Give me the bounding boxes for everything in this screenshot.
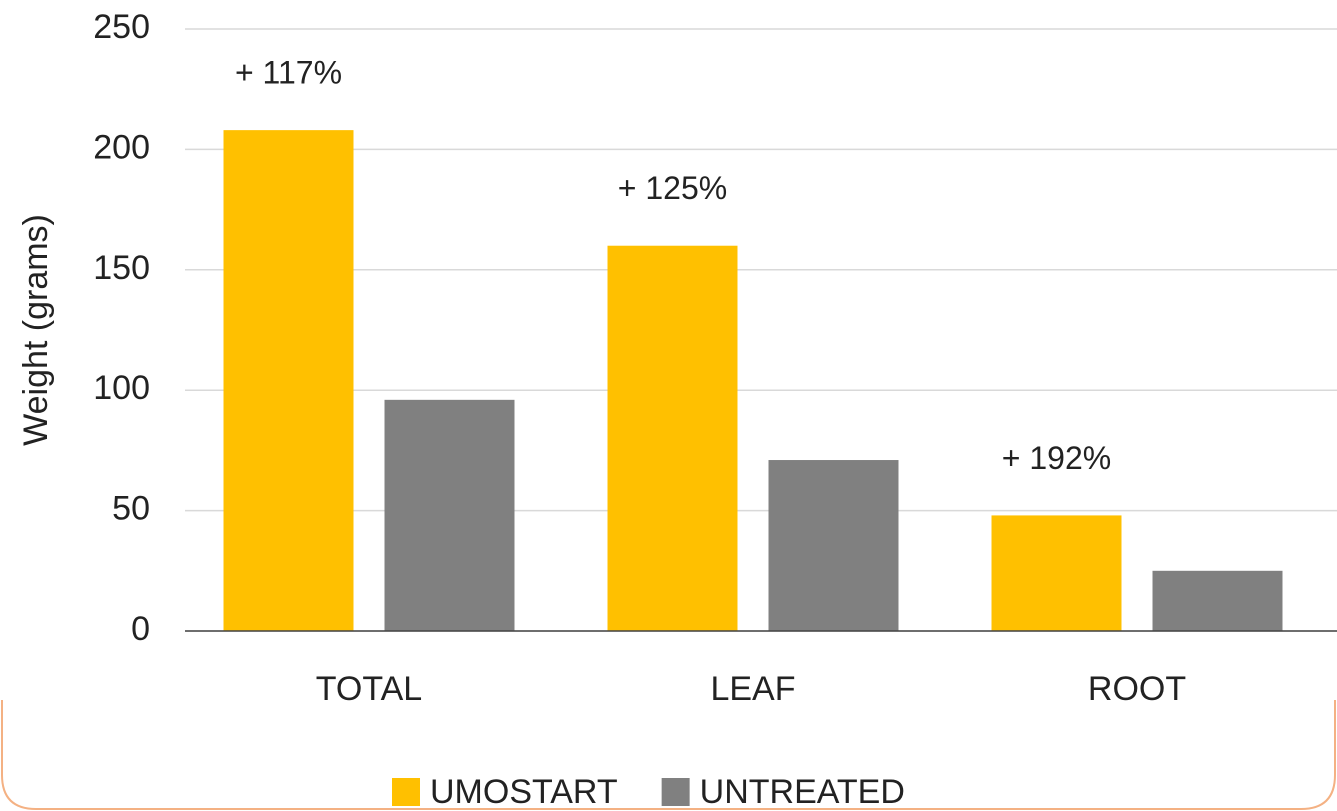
legend-swatch	[661, 778, 690, 806]
annotation: + 117%	[235, 55, 342, 91]
frame	[1, 700, 1336, 810]
bar	[1152, 570, 1283, 631]
annotation: + 192%	[1002, 440, 1111, 476]
x-tick-label: TOTAL	[316, 670, 422, 708]
legend-label: UMOSTART	[430, 773, 618, 811]
y-tick-label: 200	[93, 128, 150, 166]
x-tick-label: LEAF	[710, 670, 795, 708]
y-tick-label: 50	[112, 490, 150, 528]
y-tick-label: 150	[93, 249, 150, 287]
y-tick-label: 250	[93, 8, 150, 46]
y-tick-label: 0	[131, 610, 150, 648]
legend-label: UNTREATED	[700, 773, 905, 811]
bar	[991, 515, 1122, 631]
y-axis-label: Weight (grams)	[17, 214, 55, 446]
annotation: + 125%	[618, 170, 727, 206]
y-tick-label: 100	[93, 369, 150, 407]
bar	[223, 130, 354, 632]
legend-swatch	[392, 778, 420, 806]
bar	[607, 245, 738, 631]
bar	[384, 399, 515, 631]
x-tick-label: ROOT	[1088, 670, 1186, 708]
bar	[768, 460, 899, 631]
